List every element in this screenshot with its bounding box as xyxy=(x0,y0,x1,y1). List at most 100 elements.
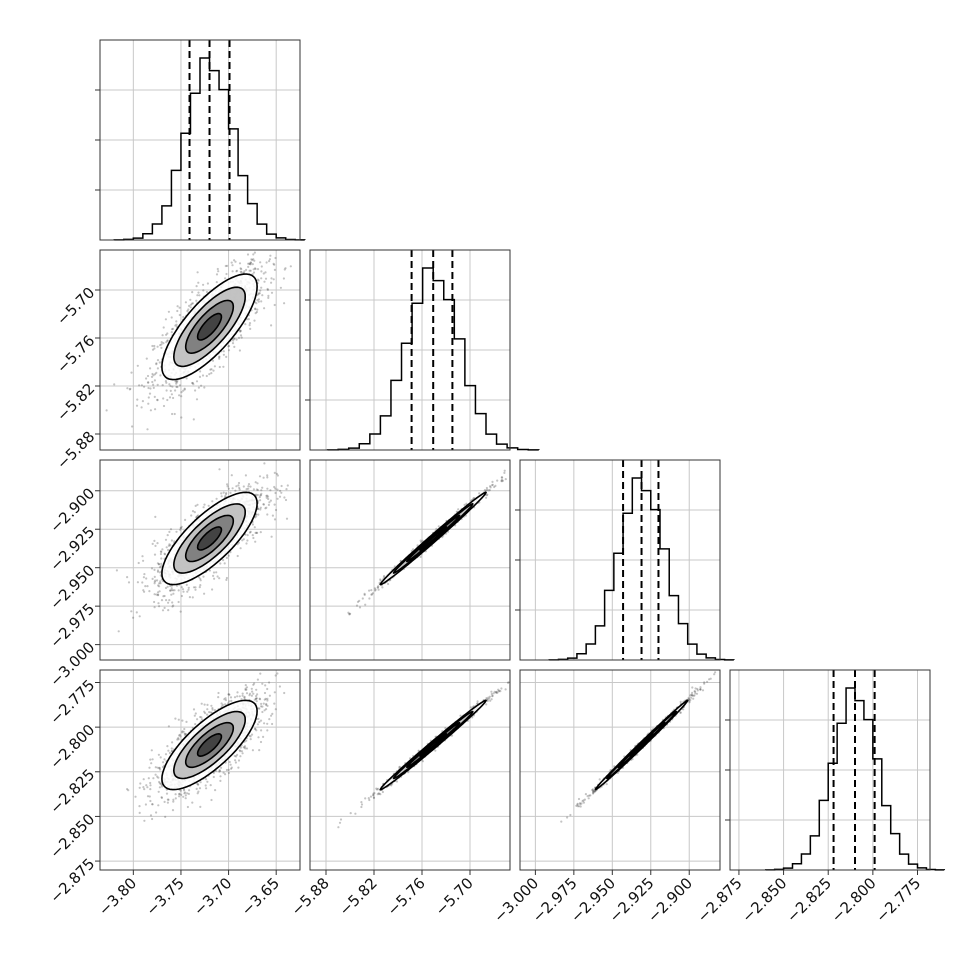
sample-point xyxy=(158,768,162,771)
sample-point xyxy=(138,811,141,815)
sample-point xyxy=(500,476,503,479)
hist-0-frame xyxy=(99,39,301,241)
sample-point xyxy=(485,494,488,497)
sample-point xyxy=(169,384,172,388)
sample-point xyxy=(127,789,130,792)
sample-point xyxy=(206,703,209,707)
sample-point xyxy=(126,576,129,579)
sample-point xyxy=(191,381,194,385)
sample-point xyxy=(160,796,163,799)
sample-point xyxy=(202,506,205,509)
sample-point xyxy=(254,312,257,315)
sample-point xyxy=(146,786,149,789)
sample-point xyxy=(258,697,261,700)
sample-point xyxy=(254,728,257,731)
sample-point xyxy=(237,336,241,339)
sample-point xyxy=(165,389,168,392)
sample-point xyxy=(273,518,277,521)
sample-point xyxy=(192,586,196,589)
sample-point xyxy=(239,334,243,337)
sample-point xyxy=(254,697,258,701)
sample-point xyxy=(131,425,134,428)
sample-point xyxy=(227,693,230,696)
sample-point xyxy=(239,547,242,550)
sample-point xyxy=(187,588,190,591)
sample-point xyxy=(197,514,200,517)
sample-point xyxy=(140,406,143,409)
sample-point xyxy=(212,369,215,372)
sample-point xyxy=(175,323,178,326)
sample-point xyxy=(163,594,166,598)
sample-point xyxy=(273,503,276,506)
sample-point xyxy=(181,730,184,733)
sample-point xyxy=(211,707,214,710)
sample-point xyxy=(182,730,185,733)
sample-point xyxy=(234,761,237,764)
sample-point xyxy=(255,302,258,305)
sample-point xyxy=(165,599,168,602)
sample-point xyxy=(218,356,221,359)
sample-point xyxy=(238,486,241,489)
sample-point xyxy=(166,585,169,588)
sample-point xyxy=(265,702,268,706)
sample-point xyxy=(254,267,257,271)
sample-point xyxy=(196,271,199,274)
sample-point xyxy=(259,508,262,511)
sample-point xyxy=(182,795,185,798)
sample-point xyxy=(170,587,173,590)
sample-point xyxy=(173,540,176,543)
sample-point xyxy=(222,771,225,774)
sample-point xyxy=(225,768,228,772)
sample-point xyxy=(223,562,226,565)
sample-point xyxy=(270,535,273,538)
sample-point xyxy=(166,801,169,804)
sample-point xyxy=(250,258,253,261)
sample-point xyxy=(169,389,172,392)
sample-point xyxy=(211,588,214,591)
sample-point xyxy=(236,554,239,558)
sample-point xyxy=(151,542,154,546)
sample-point xyxy=(175,382,178,385)
sample-point xyxy=(164,538,168,541)
sample-point xyxy=(184,794,187,797)
sample-point xyxy=(236,695,239,698)
sample-point xyxy=(197,783,200,786)
sample-point xyxy=(421,539,424,542)
sample-point xyxy=(266,474,269,477)
sample-point xyxy=(254,481,257,484)
sample-point xyxy=(348,612,351,615)
sample-point xyxy=(485,486,488,490)
sample-point xyxy=(159,550,162,553)
sample-point xyxy=(503,471,506,474)
sample-point xyxy=(148,766,151,769)
sample-point xyxy=(383,574,386,578)
sample-point xyxy=(174,717,177,720)
sample-point xyxy=(267,294,270,297)
sample-point xyxy=(202,289,205,292)
sample-point xyxy=(165,341,168,344)
sample-point xyxy=(270,714,273,717)
sample-point xyxy=(245,688,248,691)
sample-point xyxy=(147,777,150,780)
sample-point xyxy=(235,755,238,758)
sample-point xyxy=(163,758,166,761)
sample-point xyxy=(255,531,258,535)
sample-point xyxy=(152,386,155,389)
sample-point xyxy=(244,684,247,687)
sample-point xyxy=(242,485,245,488)
sample-point xyxy=(265,708,268,711)
sample-point xyxy=(249,530,252,534)
sample-point xyxy=(265,496,268,499)
sample-point xyxy=(143,590,146,593)
sample-point xyxy=(149,409,152,412)
sample-point xyxy=(270,281,273,284)
sample-point xyxy=(419,539,422,542)
sample-point xyxy=(165,381,168,384)
sample-point xyxy=(393,565,396,568)
sample-point xyxy=(225,578,228,582)
sample-point xyxy=(491,484,494,487)
sample-point xyxy=(260,705,263,708)
sample-point xyxy=(260,286,263,289)
sample-point xyxy=(130,371,133,374)
sample-point xyxy=(253,251,256,254)
